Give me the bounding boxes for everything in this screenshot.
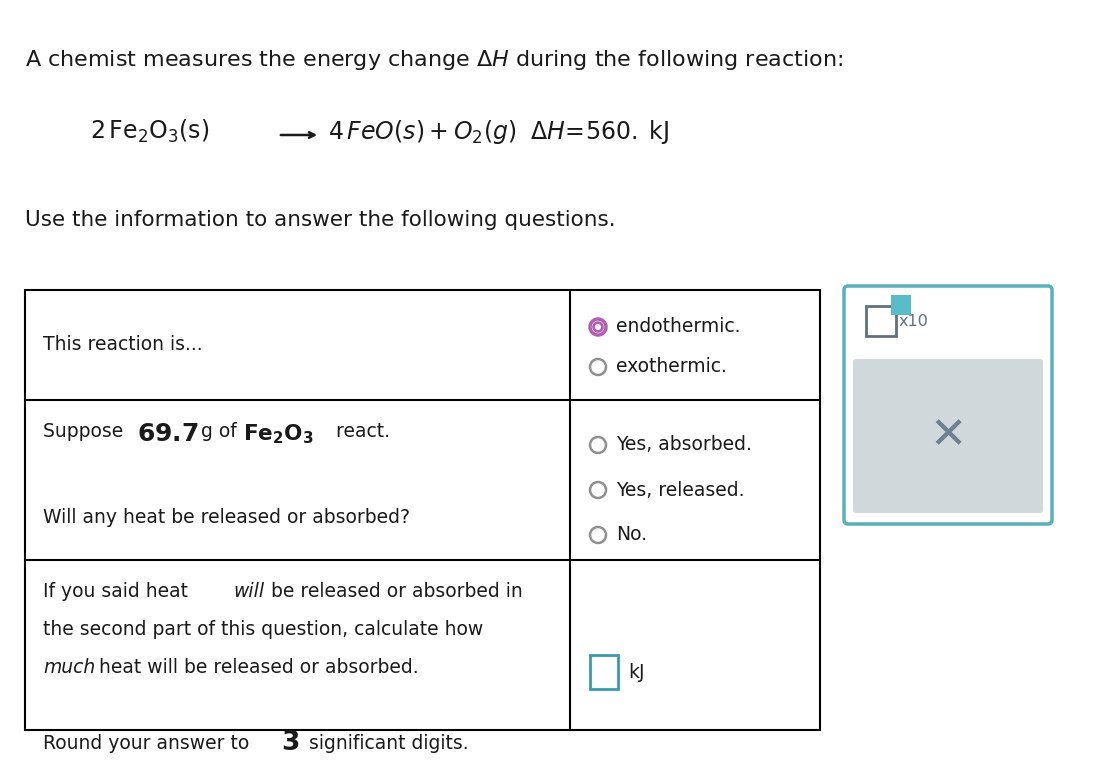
FancyBboxPatch shape — [844, 286, 1052, 524]
Text: react.: react. — [330, 422, 390, 441]
Text: be released or absorbed in: be released or absorbed in — [265, 582, 522, 601]
FancyBboxPatch shape — [866, 306, 896, 336]
Text: Suppose: Suppose — [43, 422, 130, 441]
Text: Yes, released.: Yes, released. — [616, 480, 745, 499]
FancyBboxPatch shape — [590, 655, 618, 689]
Text: No.: No. — [616, 525, 647, 544]
Text: Use the information to answer the following questions.: Use the information to answer the follow… — [25, 210, 616, 230]
Text: $\mathbf{69.7}$: $\mathbf{69.7}$ — [138, 422, 199, 446]
Text: $\mathit{4\,FeO(s)+O_2(g)}$: $\mathit{4\,FeO(s)+O_2(g)}$ — [328, 118, 517, 146]
Text: $\mathregular{2\,Fe_2O_3(s)}$: $\mathregular{2\,Fe_2O_3(s)}$ — [90, 118, 209, 145]
Text: Round your answer to: Round your answer to — [43, 734, 255, 753]
Text: exothermic.: exothermic. — [616, 357, 727, 376]
Text: Yes, absorbed.: Yes, absorbed. — [616, 435, 752, 454]
Text: $\Delta H\!=\!560.\;\mathrm{kJ}$: $\Delta H\!=\!560.\;\mathrm{kJ}$ — [530, 118, 669, 146]
Text: endothermic.: endothermic. — [616, 318, 740, 337]
Text: x10: x10 — [899, 313, 928, 328]
Text: $\mathbf{Fe_2O_3}$: $\mathbf{Fe_2O_3}$ — [243, 422, 314, 445]
Text: Will any heat be released or absorbed?: Will any heat be released or absorbed? — [43, 508, 410, 527]
Text: heat will be released or absorbed.: heat will be released or absorbed. — [94, 658, 419, 677]
Text: kJ: kJ — [628, 663, 645, 682]
Text: significant digits.: significant digits. — [302, 734, 469, 753]
Text: $\mathbf{3}$: $\mathbf{3}$ — [280, 730, 299, 756]
FancyBboxPatch shape — [892, 296, 910, 314]
Text: A chemist measures the energy change $\Delta H$ during the following reaction:: A chemist measures the energy change $\D… — [25, 48, 843, 72]
Text: will: will — [233, 582, 264, 601]
Text: If you said heat: If you said heat — [43, 582, 194, 601]
Text: the second part of this question, calculate how: the second part of this question, calcul… — [43, 620, 483, 639]
Text: ✕: ✕ — [930, 414, 967, 458]
Text: This reaction is...: This reaction is... — [43, 335, 202, 354]
Text: g of: g of — [195, 422, 243, 441]
Text: much: much — [43, 658, 96, 677]
FancyBboxPatch shape — [852, 359, 1043, 513]
